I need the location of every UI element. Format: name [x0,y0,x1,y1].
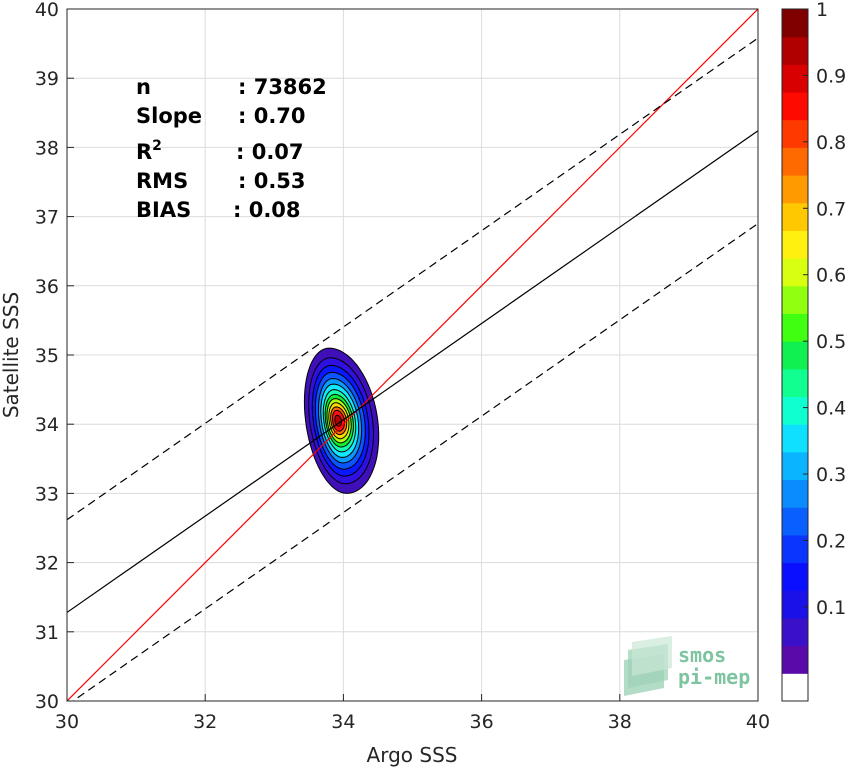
colorbar-band [782,285,808,314]
y-tick-label: 36 [35,276,59,298]
logo-line1: smos [678,643,726,667]
regression-lines [67,9,758,701]
y-tick-label: 38 [35,137,59,159]
stat-slope-label: Slope [136,104,202,128]
y-tick-label: 34 [35,414,59,436]
colorbar-tick-label: 0.4 [816,398,846,420]
colorbar-band [782,617,808,647]
colorbar-band [782,64,808,93]
stat-r2-base: R [136,140,152,164]
y-tick-label: 35 [35,345,59,367]
stat-r2-superscript: 2 [152,138,162,154]
colorbar-band [782,119,808,148]
colorbar-band [782,534,808,564]
colorbar-band [782,147,808,176]
colorbar-tick-label: 0.8 [816,132,846,154]
y-axis-ticks: 30 31 32 33 34 35 36 37 38 39 40 [35,0,74,713]
logo-waves-icon [624,636,672,696]
colorbar-band [782,258,808,287]
y-tick-label: 32 [35,553,59,575]
stat-rms-label: RMS [136,169,188,193]
stat-n-label: n [136,75,151,99]
stat-bias-value: : 0.08 [233,198,301,222]
colorbar-band [782,507,808,536]
stat-slope-value: : 0.70 [238,104,306,128]
colorbar-band [782,92,808,121]
x-tick-label: 34 [331,711,355,733]
line-fit-2rms [71,223,758,701]
colorbar-band [782,202,808,231]
grid [66,8,759,702]
stat-r2-value: : 0.07 [236,140,304,164]
colorbar-ticks: 0.1 0.2 0.3 0.4 0.5 0.6 0.7 0.8 0.9 1 [803,0,846,619]
colorbar-frame [781,8,809,702]
smos-pimep-logo: smos pi-mep [624,636,750,696]
colorbar [782,9,808,702]
colorbar-band [782,479,808,508]
logo-line2: pi-mep [678,665,750,689]
colorbar-band [782,175,808,204]
colorbar-band [782,36,808,65]
colorbar-band [782,9,808,38]
colorbar-tick-label: 0.7 [816,198,846,220]
colorbar-band [782,313,808,342]
y-axis-label: Satellite SSS [0,292,23,418]
stats-box: n : 73862 Slope : 0.70 R2 : 0.07 RMS : 0… [136,75,327,222]
colorbar-band [782,673,808,702]
x-axis-label: Argo SSS [367,743,458,767]
colorbar-band [782,451,808,481]
y-tick-label: 33 [35,483,59,505]
x-axis-ticks: 30 32 34 36 38 40 [55,694,770,733]
colorbar-tick-label: 0.1 [816,597,846,619]
colorbar-tick-label: 0.3 [816,464,846,486]
stat-rms-value: : 0.53 [238,169,306,193]
y-tick-label: 37 [35,207,59,229]
line-1-1 [67,9,758,701]
colorbar-band [782,590,808,619]
colorbar-tick-label: 0.9 [816,65,846,87]
colorbar-tick-label: 0.2 [816,530,846,552]
y-tick-label: 31 [35,622,59,644]
colorbar-band [782,645,808,674]
x-tick-label: 32 [193,711,217,733]
x-tick-label: 38 [608,711,632,733]
colorbar-tick-label: 0.5 [816,331,846,353]
colorbar-band [782,368,808,398]
stat-bias-label: BIAS [136,198,191,222]
colorbar-band [782,341,808,370]
stat-n-value: : 73862 [238,75,327,99]
colorbar-band [782,230,808,259]
x-tick-label: 40 [746,711,770,733]
y-tick-label: 39 [35,68,59,90]
colorbar-band [782,424,808,453]
x-tick-label: 36 [470,711,494,733]
x-tick-label: 30 [55,711,79,733]
stat-r2-label: R2 [136,138,162,164]
contour-level-1 [334,414,343,427]
line-fit-2rms [67,37,758,521]
line-fit [67,130,758,613]
colorbar-band [782,396,808,425]
colorbar-band [782,562,808,591]
colorbar-tick-label: 1 [816,0,828,21]
colorbar-tick-label: 0.6 [816,265,846,287]
y-tick-label: 30 [35,691,59,713]
y-tick-label: 40 [35,0,59,21]
